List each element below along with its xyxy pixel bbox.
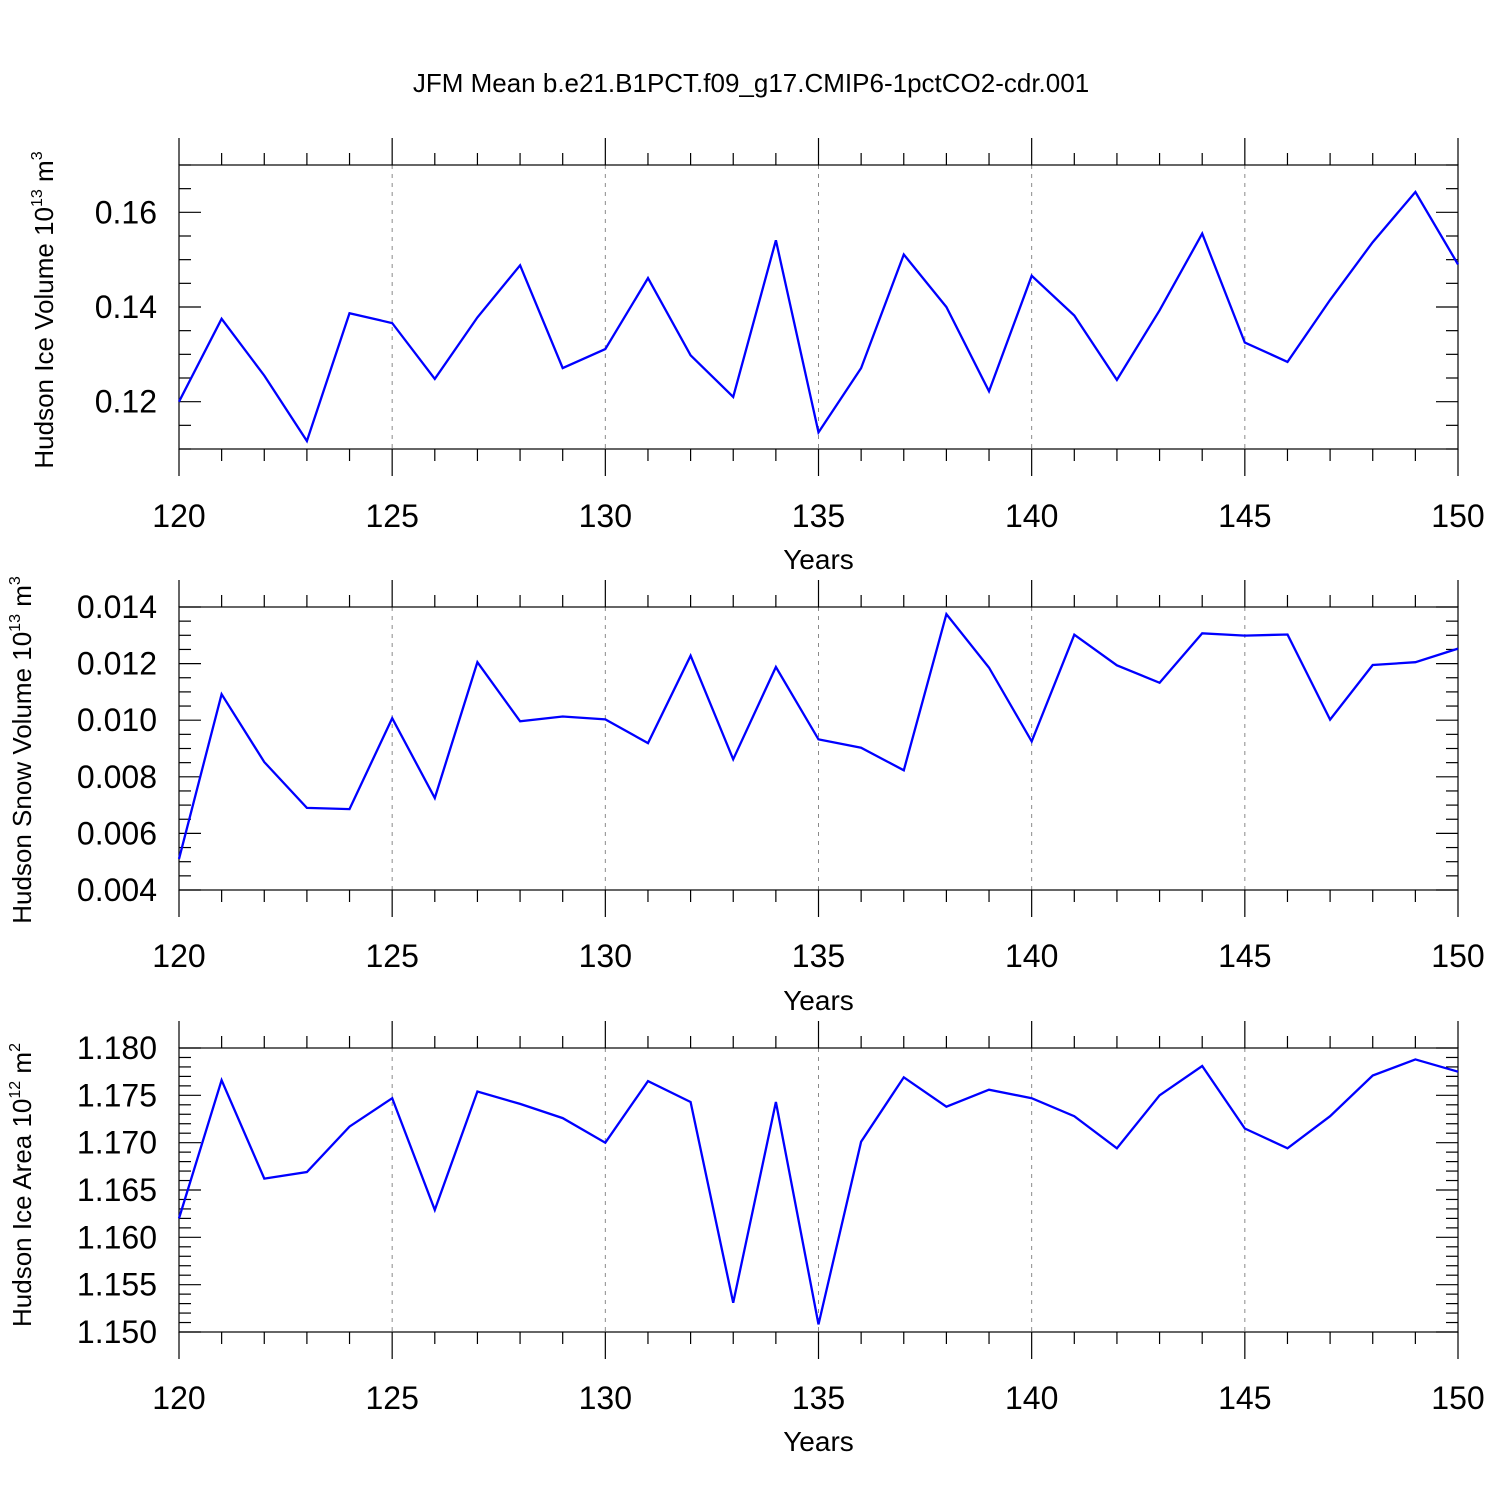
y-tick-label: 0.012: [77, 646, 157, 682]
x-tick-label: 150: [1431, 938, 1484, 974]
y-axis-title: Hudson Snow Volume 1013 m3: [7, 576, 37, 924]
x-tick-label: 140: [1005, 498, 1058, 534]
x-tick-label: 130: [579, 498, 632, 534]
y-tick-label: 0.010: [77, 702, 157, 738]
y-tick-label: 1.150: [77, 1314, 157, 1350]
x-axis-title: Years: [783, 544, 854, 575]
x-tick-label: 145: [1218, 938, 1271, 974]
x-tick-label: 135: [792, 1380, 845, 1416]
data-series-line: [177, 190, 1459, 444]
x-tick-label: 140: [1005, 938, 1058, 974]
y-tick-label: 0.006: [77, 815, 157, 851]
data-series-line: [177, 1058, 1459, 1325]
chart-panels: 0.12 0.14 0.16 120 125 130 135 140 145 150 Years Hu…: [7, 138, 1485, 1457]
plot-frame: [178, 1047, 1459, 1333]
y-tick-label: 0.004: [77, 872, 157, 908]
y-tick-label: 1.180: [77, 1030, 157, 1066]
x-tick-label: 125: [365, 1380, 418, 1416]
data-series-line: [177, 611, 1459, 860]
x-tick-label: 125: [365, 498, 418, 534]
x-tick-label: 130: [579, 938, 632, 974]
x-axis-title: Years: [783, 985, 854, 1016]
y-tick-label: 0.12: [95, 384, 157, 420]
plot-frame: [178, 164, 1459, 450]
y-tick-label: 1.170: [77, 1125, 157, 1161]
y-axis-title: Hudson Ice Volume 1013 m3: [29, 151, 59, 468]
y-tick-label: 0.14: [95, 289, 157, 325]
plot-frame: [178, 606, 1459, 891]
y-tick-label: 1.175: [77, 1077, 157, 1113]
x-tick-label: 150: [1431, 1380, 1484, 1416]
x-axis-title: Years: [783, 1426, 854, 1457]
x-tick-label: 145: [1218, 498, 1271, 534]
x-tick-label: 130: [579, 1380, 632, 1416]
y-tick-label: 1.155: [77, 1267, 157, 1303]
x-tick-label: 135: [792, 498, 845, 534]
x-tick-label: 145: [1218, 1380, 1271, 1416]
x-tick-label: 120: [152, 498, 205, 534]
x-tick-label: 135: [792, 938, 845, 974]
figure-title: JFM Mean b.e21.B1PCT.f09_g17.CMIP6-1pctC…: [413, 68, 1089, 98]
x-tick-label: 150: [1431, 498, 1484, 534]
chart-panel-3: 1.150 1.155 1.160 1.165 1.170 1.175 1.180 120 12…: [7, 1021, 1485, 1457]
y-tick-label: 1.165: [77, 1172, 157, 1208]
x-tick-label: 140: [1005, 1380, 1058, 1416]
y-tick-label: 0.008: [77, 759, 157, 795]
y-tick-label: 1.160: [77, 1219, 157, 1255]
y-axis-title: Hudson Ice Area 1012 m2: [7, 1043, 37, 1327]
chart-panel-2: 0.004 0.006 0.008 0.010 0.012 0.014 120 125 130 1…: [7, 576, 1485, 1016]
x-tick-label: 120: [152, 1380, 205, 1416]
y-tick-label: 0.16: [95, 194, 157, 230]
y-tick-label: 0.014: [77, 589, 157, 625]
x-tick-label: 120: [152, 938, 205, 974]
x-tick-label: 125: [365, 938, 418, 974]
chart-panel-1: 0.12 0.14 0.16 120 125 130 135 140 145 150 Years Hu…: [29, 138, 1485, 575]
